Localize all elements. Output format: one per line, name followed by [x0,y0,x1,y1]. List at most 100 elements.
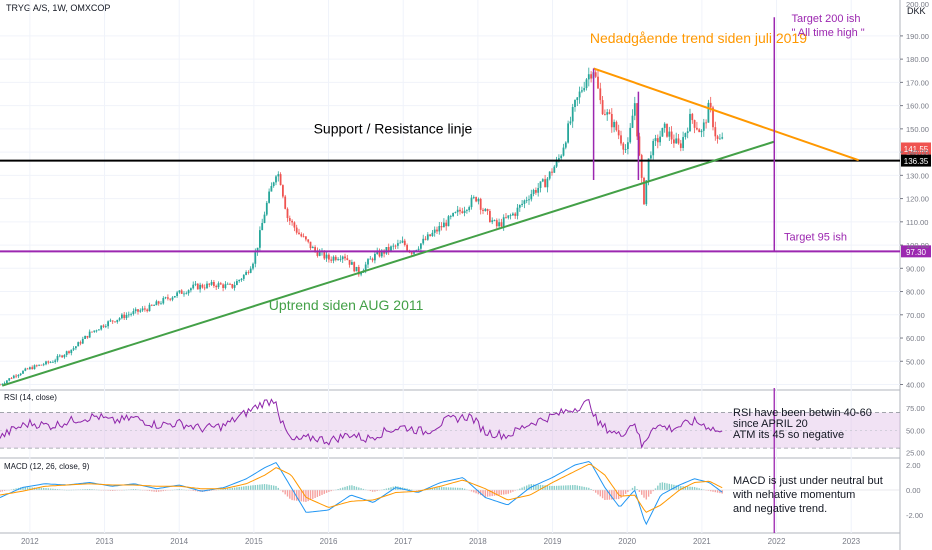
candle-body [162,298,165,304]
candle-body [367,259,369,265]
candle-body [109,320,112,322]
macd-hist-bar [194,490,197,492]
macd-hist-bar [252,485,254,490]
candle-body [654,138,657,141]
candle-body [468,207,471,211]
candle-body [104,326,107,328]
macd-hist-bar [388,487,390,490]
candle-body [323,251,326,259]
candle-body [532,190,535,194]
macd-hist-bar [325,490,328,493]
macd-hist-bar [229,488,231,490]
macd-hist-bar [599,490,601,497]
candle-body [31,367,34,370]
macd-annotation: with nehative momentum [732,489,855,501]
level-tag-support [901,154,931,167]
macd-hist-bar [443,487,445,490]
y-tick-label: 110.00 [906,218,928,227]
macd-hist-bar [461,487,463,490]
macd-hist-bar [197,490,199,492]
rsi-line [0,398,723,449]
candle-body [130,313,132,315]
x-tick-label: 2014 [170,537,188,546]
candle-body [500,222,503,227]
macd-hist-bar [549,485,551,490]
candle-body [263,214,266,223]
candle-body [300,234,303,237]
candle-body [114,321,116,323]
y-tick-label: 80.00 [906,288,925,297]
rsi-tick-label: 75.00 [906,404,925,413]
candle-body [472,197,475,198]
candle-body [691,113,694,121]
rsi-annotation: since APRIL 20 [733,418,808,430]
macd-hist-bar [581,486,583,490]
macd-hist-bar [565,485,567,490]
candle-body [277,174,280,177]
y-tick-label: 70.00 [906,311,925,320]
candle-body [647,158,650,181]
candle-body [45,361,47,365]
candle-body [585,79,588,89]
candle-body [75,346,77,349]
macd-hist-bar [687,486,689,490]
macd-hist-bar [390,487,392,490]
candle-body [157,301,160,304]
y-tick-label: 120.00 [906,195,929,204]
candle-body [153,305,155,306]
macd-hist-bar [500,490,503,495]
candle-body [275,176,277,183]
macd-hist-bar [719,490,721,494]
candle-body [537,187,540,193]
macd-hist-bar [406,488,408,490]
macd-hist-bar [312,490,314,500]
macd-hist-bar [562,485,565,490]
macd-hist-bar [652,490,654,492]
x-tick-label: 2012 [21,537,39,546]
macd-hist-bar [346,486,348,490]
candle-body [640,155,643,178]
macd-hist-bar [54,488,56,490]
macd-hist-bar [657,485,659,490]
candle-body [132,311,135,314]
candle-body [12,375,15,379]
candle-body [631,115,634,128]
macd-hist-bar [155,490,158,492]
macd-hist-bar [314,490,316,498]
candle-body [325,254,328,259]
macd-hist-bar [231,487,233,490]
candle-body [652,140,655,156]
macd-tick-label: 2.00 [906,461,921,470]
macd-hist-bar [654,488,657,490]
candle-body [58,355,61,357]
macd-hist-bar [615,490,618,500]
macd-hist-bar [284,490,286,495]
candle-body [562,147,565,156]
candle-body [123,314,126,319]
candle-body [3,383,6,384]
candle-body [196,283,199,290]
macd-hist-bar [604,490,606,500]
candle-body [215,285,218,288]
candle-body [316,250,319,256]
candle-body [72,348,75,350]
macd-hist-bar [240,486,243,490]
candle-body [707,102,710,123]
currency-label: DKK [907,6,926,16]
candle-body [650,155,652,159]
candle-body [594,72,597,77]
annotation-text: Uptrend siden AUG 2011 [269,297,424,313]
candle-body [675,138,678,144]
macd-hist-bar [392,486,394,490]
macd-tick-label: 0.00 [906,486,921,495]
macd-hist-bar [567,485,569,490]
candle-body [576,97,579,101]
macd-hist-bar [89,489,91,490]
candle-body [353,262,356,272]
x-tick-label: 2013 [96,537,114,546]
candle-body [560,155,563,159]
candle-body [578,91,581,98]
x-tick-label: 2020 [618,537,636,546]
macd-hist-bar [689,486,691,490]
candle-body [659,136,661,143]
